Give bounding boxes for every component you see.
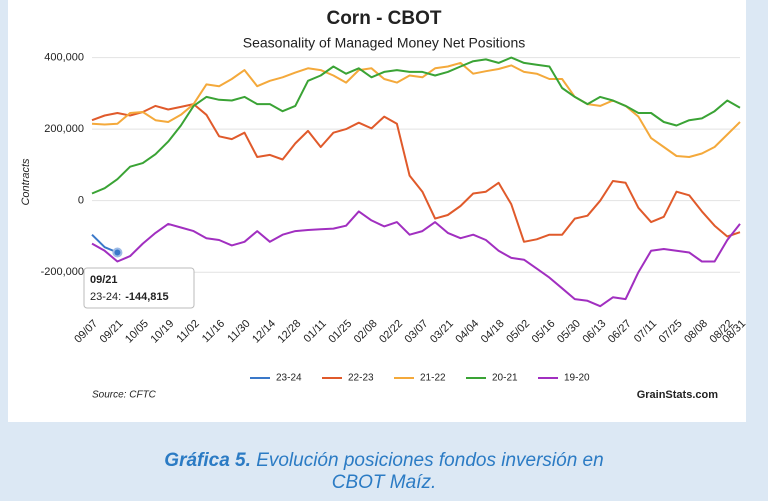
y-tick-label: 0 xyxy=(78,195,84,207)
brand: GrainStats.com xyxy=(637,389,719,401)
tooltip-value: -144,815 xyxy=(125,291,168,303)
caption: Gráfica 5. Evolución posiciones fondos i… xyxy=(0,450,768,472)
caption-line2: CBOT Maíz. xyxy=(331,472,437,493)
chart: Corn - CBOT Seasonality of Managed Money… xyxy=(8,0,748,422)
legend-label: 23-24 xyxy=(276,373,302,384)
chart-subtitle: Seasonality of Managed Money Net Positio… xyxy=(243,35,526,51)
legend-label: 20-21 xyxy=(492,373,518,384)
tooltip-label: 23-24: xyxy=(90,291,121,303)
series-line xyxy=(91,56,741,195)
legend-label: 21-22 xyxy=(420,373,446,384)
series-line xyxy=(91,210,741,308)
chart-title: Corn - CBOT xyxy=(326,8,441,29)
y-tick-label: 400,000 xyxy=(44,51,84,63)
tooltip-point xyxy=(112,247,123,258)
legend-label: 22-23 xyxy=(348,373,374,384)
source: Source: CFTC xyxy=(92,390,157,401)
tooltip-box xyxy=(83,267,195,309)
legend-label: 19-20 xyxy=(564,373,590,384)
tooltip: 09/21 23-24: -144,815 xyxy=(83,267,195,309)
series-line xyxy=(91,103,741,243)
chart-panel xyxy=(8,0,746,422)
y-tick-label: 200,000 xyxy=(44,123,84,135)
series-line xyxy=(91,61,741,158)
caption-label: Gráfica 5. xyxy=(164,450,251,471)
tooltip-body: 23-24: -144,815 xyxy=(90,291,169,303)
tooltip-title: 09/21 xyxy=(90,274,118,286)
y-tick-label: -200,000 xyxy=(41,266,84,278)
y-axis-label: Contracts xyxy=(20,158,32,206)
caption-text: Evolución posiciones fondos inversión en xyxy=(256,450,604,471)
